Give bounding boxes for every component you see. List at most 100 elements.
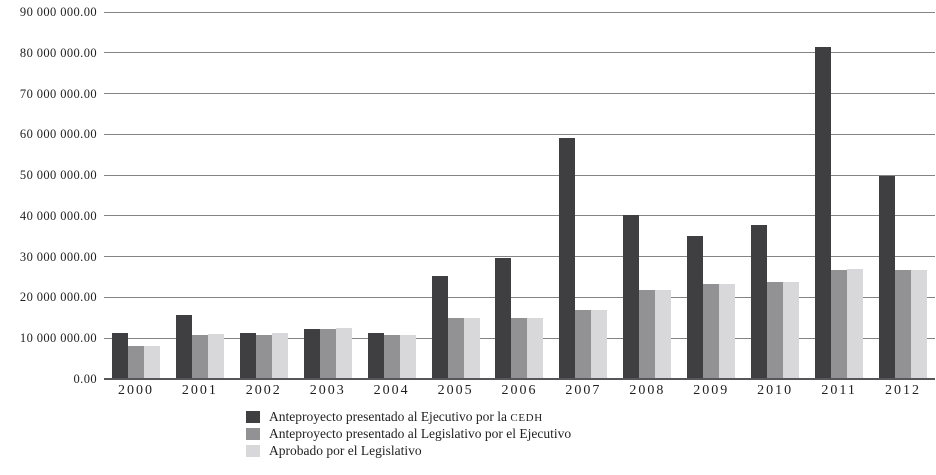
bar-series-3: [655, 290, 672, 379]
x-axis-tick-label: 2010: [757, 383, 794, 398]
bar-series-1: [751, 225, 768, 379]
gridline: [104, 215, 935, 217]
bar-group: [488, 12, 552, 379]
legend-item: Anteproyecto presentado al Ejecutivo por…: [246, 408, 571, 425]
bar-series-2: [447, 318, 464, 379]
x-axis-tick-label: 2004: [373, 383, 410, 398]
y-axis-tick-label: 30 000 000.00: [19, 249, 97, 264]
bar-series-3: [783, 282, 800, 379]
bar-group: [168, 12, 232, 379]
x-axis-tick-label: 2009: [693, 383, 730, 398]
bar-group: [232, 12, 296, 379]
legend-label: Anteproyecto presentado al Ejecutivo por…: [269, 408, 543, 424]
x-axis-tick-label: 2005: [437, 383, 474, 398]
x-axis-tick-label: 2001: [181, 383, 218, 398]
bar-series-2: [511, 318, 528, 379]
bar-series-2: [767, 282, 784, 379]
y-axis: 0.00 10 000 000.00 20 000 000.00 30 000 000…: [0, 6, 97, 385]
bar-series-1: [303, 329, 320, 379]
bar-series-3: [207, 334, 224, 379]
x-axis-tick-label: 2002: [245, 383, 282, 398]
bar-group: [679, 12, 743, 379]
bar-series-2: [191, 335, 208, 379]
bar-series-1: [367, 333, 384, 379]
bar-series-1: [495, 258, 512, 379]
bar-series-3: [271, 333, 288, 379]
bar-series-3: [463, 318, 480, 379]
legend-label-text: Anteproyecto presentado al Legislativo p…: [269, 425, 572, 441]
bar-series-1: [815, 47, 832, 379]
y-axis-tick-label: 40 000 000.00: [19, 208, 97, 223]
legend: Anteproyecto presentado al Ejecutivo por…: [246, 408, 571, 459]
bar-series-1: [687, 236, 704, 379]
bar-series-3: [527, 318, 544, 379]
bar-group: [296, 12, 360, 379]
bar-group: [743, 12, 807, 379]
y-axis-tick-label: 60 000 000.00: [19, 127, 97, 142]
bar-series-3: [911, 270, 928, 379]
bar-series-2: [703, 284, 720, 379]
legend-label-text: Aprobado por el Legislativo: [269, 442, 422, 458]
bar-series-2: [127, 346, 144, 379]
bar-series-1: [559, 138, 576, 379]
gridline: [104, 52, 935, 54]
y-axis-tick-label: 10 000 000.00: [19, 330, 97, 345]
bar-series-3: [143, 346, 160, 379]
x-axis: 2000 2001 2002 2003 2004 2005 2006 2007 2008 2009…: [104, 384, 935, 402]
bar-series-1: [111, 333, 128, 379]
bar-series-2: [639, 290, 656, 379]
legend-label-text: Anteproyecto presentado al Ejecutivo por…: [269, 408, 511, 424]
bar-series-1: [431, 276, 448, 379]
x-axis-tick-label: 2007: [565, 383, 602, 398]
y-axis-tick-label: 50 000 000.00: [19, 167, 97, 182]
bar-series-1: [623, 215, 640, 379]
legend-label: Aprobado por el Legislativo: [269, 444, 422, 458]
bar-series-3: [847, 269, 864, 379]
y-axis-tick-label: 70 000 000.00: [19, 86, 97, 101]
bar-series-2: [895, 270, 912, 379]
legend-swatch: [246, 444, 260, 457]
bar-group: [360, 12, 424, 379]
bar-group: [807, 12, 871, 379]
gridline: [104, 256, 935, 258]
gridline: [104, 174, 935, 176]
bar-series-3: [335, 328, 352, 379]
x-axis-line: [104, 378, 935, 380]
x-axis-tick-label: 2012: [885, 383, 922, 398]
bar-series-1: [175, 315, 192, 379]
y-axis-tick-label: 80 000 000.00: [19, 45, 97, 60]
y-axis-tick-label: 90 000 000.00: [19, 4, 97, 19]
bar-group: [104, 12, 168, 379]
bar-series-2: [319, 329, 336, 379]
legend-swatch: [246, 427, 260, 440]
legend-item: Anteproyecto presentado al Legislativo p…: [246, 425, 571, 442]
bar-group: [871, 12, 935, 379]
gridline: [104, 133, 935, 135]
bar-series-3: [399, 335, 416, 379]
x-axis-tick-label: 2008: [629, 383, 666, 398]
bar-group: [424, 12, 488, 379]
bar-series-2: [575, 310, 592, 379]
x-axis-tick-label: 2006: [501, 383, 538, 398]
bar-group: [551, 12, 615, 379]
legend-item: Aprobado por el Legislativo: [246, 442, 571, 459]
bar-series-2: [383, 335, 400, 379]
gridline: [104, 93, 935, 95]
plot-area: [104, 11, 935, 380]
gridline: [104, 296, 935, 298]
bar-series-1: [879, 176, 896, 379]
bar-series-1: [239, 333, 256, 379]
legend-swatch: [246, 410, 260, 423]
bar-series-2: [255, 335, 272, 379]
bar-series-3: [719, 284, 736, 379]
legend-acronym: CEDH: [510, 411, 543, 424]
y-axis-tick-label: 20 000 000.00: [19, 290, 97, 305]
bar-series-2: [831, 270, 848, 379]
gridline: [104, 11, 935, 13]
x-axis-tick-label: 2003: [309, 383, 346, 398]
bar-group: [615, 12, 679, 379]
legend-label: Anteproyecto presentado al Legislativo p…: [269, 427, 571, 441]
bar-series-3: [591, 310, 608, 379]
y-axis-tick-label: 0.00: [73, 371, 97, 386]
